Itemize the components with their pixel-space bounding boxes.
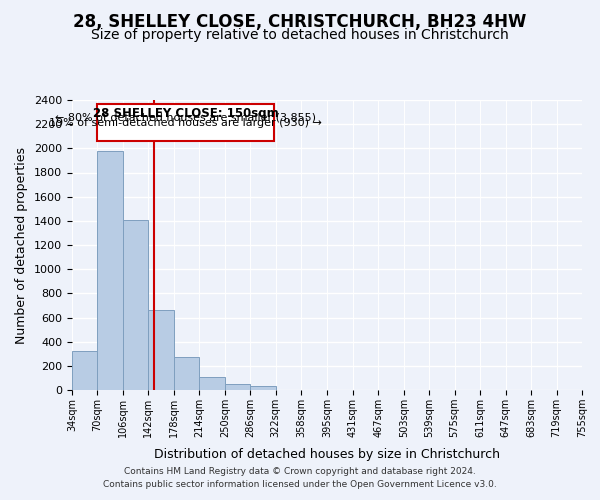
- Text: Contains public sector information licensed under the Open Government Licence v3: Contains public sector information licen…: [103, 480, 497, 489]
- Bar: [123, 220, 148, 390]
- Y-axis label: Number of detached properties: Number of detached properties: [16, 146, 28, 344]
- Text: ← 80% of detached houses are smaller (3,855): ← 80% of detached houses are smaller (3,…: [55, 112, 316, 122]
- Bar: [199, 378, 225, 390]
- Text: Size of property relative to detached houses in Christchurch: Size of property relative to detached ho…: [91, 28, 509, 42]
- Text: 28, SHELLEY CLOSE, CHRISTCHURCH, BH23 4HW: 28, SHELLEY CLOSE, CHRISTCHURCH, BH23 4H…: [73, 12, 527, 30]
- X-axis label: Distribution of detached houses by size in Christchurch: Distribution of detached houses by size …: [154, 448, 500, 461]
- Text: Contains HM Land Registry data © Crown copyright and database right 2024.: Contains HM Land Registry data © Crown c…: [124, 467, 476, 476]
- Text: 19% of semi-detached houses are larger (930) →: 19% of semi-detached houses are larger (…: [49, 118, 322, 128]
- Text: 28 SHELLEY CLOSE: 150sqm: 28 SHELLEY CLOSE: 150sqm: [93, 106, 279, 120]
- Bar: [174, 357, 199, 390]
- Bar: [97, 104, 274, 141]
- Bar: [97, 151, 123, 390]
- Bar: [250, 386, 276, 390]
- Bar: [225, 384, 250, 390]
- Bar: [148, 310, 174, 390]
- Bar: [72, 350, 97, 390]
